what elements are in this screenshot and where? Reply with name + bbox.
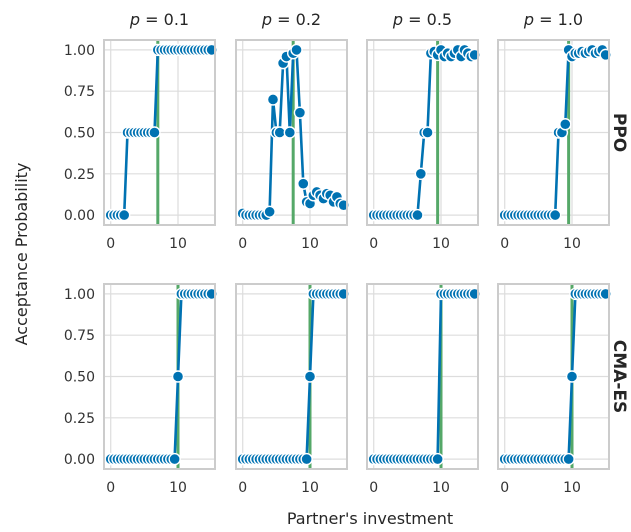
data-point <box>548 208 562 222</box>
y-tick-label: 0.50 <box>64 370 95 386</box>
column-title-3: p = 0.5 <box>392 10 452 29</box>
data-point <box>148 126 161 139</box>
x-tick-label: 0 <box>106 236 115 252</box>
x-axis-title: Partner's investment <box>287 509 453 528</box>
x-tick-label: 10 <box>301 236 319 252</box>
panel-frame <box>497 283 610 470</box>
data-point <box>290 43 303 57</box>
data-point <box>273 126 286 139</box>
data-point <box>303 370 317 383</box>
column-title-p-symbol: p <box>392 10 403 29</box>
panel-frame <box>235 283 348 470</box>
x-tick-label: 10 <box>169 236 187 252</box>
x-tick-label: 10 <box>169 480 187 496</box>
panel-ppo-col-4: 0 10 <box>497 39 612 252</box>
column-title-p-symbol: p <box>523 10 534 29</box>
panel-ppo-col-2: 0 10 <box>235 39 350 252</box>
column-title-p-symbol: p <box>261 10 272 29</box>
panel-frame <box>103 283 216 470</box>
panel-cma-es-col-1: 0 10 0.00 0.25 0.50 0.75 1.00 <box>64 283 218 496</box>
data-point <box>297 177 310 190</box>
data-point <box>263 205 276 218</box>
y-tick-label: 1.00 <box>64 43 95 59</box>
x-tick-label: 0 <box>369 480 378 496</box>
data-point <box>565 370 579 383</box>
y-axis-title: Acceptance Probability <box>12 163 31 346</box>
column-title-4: p = 1.0 <box>523 10 583 29</box>
data-point <box>283 126 297 139</box>
x-tick-label: 0 <box>238 480 247 496</box>
column-title-1: p = 0.1 <box>129 10 189 29</box>
column-title-value: = 0.2 <box>272 10 321 29</box>
x-tick-label: 0 <box>238 236 247 252</box>
panel-cma-es-col-2: 0 10 <box>235 283 350 496</box>
data-point <box>559 118 572 131</box>
data-point <box>171 370 185 383</box>
panel-frame <box>497 39 610 226</box>
panel-frame <box>103 39 216 226</box>
column-title-p-symbol: p <box>129 10 140 29</box>
data-point <box>293 106 307 119</box>
column-title-2: p = 0.2 <box>261 10 321 29</box>
x-tick-label: 0 <box>500 236 509 252</box>
y-tick-label: 0.75 <box>64 84 95 100</box>
panel-frame <box>235 39 348 226</box>
y-tick-label: 0.00 <box>64 452 95 468</box>
row-title-cma-es: CMA-ES <box>609 340 629 413</box>
data-point <box>421 126 434 139</box>
x-tick-label: 0 <box>500 480 509 496</box>
panel-cma-es-col-3: 0 10 <box>366 283 481 496</box>
panel-ppo-col-1: 0 10 0.00 0.25 0.50 0.75 1.00 <box>64 39 218 252</box>
data-point <box>300 452 313 466</box>
x-tick-label: 0 <box>369 236 378 252</box>
data-point <box>411 208 424 222</box>
data-point <box>414 167 428 180</box>
data-point <box>266 93 280 106</box>
y-tick-label: 0.25 <box>64 411 95 427</box>
data-point <box>562 452 575 466</box>
y-tick-label: 0.50 <box>64 126 95 142</box>
x-tick-label: 10 <box>432 480 450 496</box>
y-tick-label: 0.25 <box>64 167 95 183</box>
x-tick-label: 0 <box>106 480 115 496</box>
column-title-value: = 1.0 <box>534 10 583 29</box>
y-tick-label: 0.75 <box>64 328 95 344</box>
x-tick-label: 10 <box>301 480 319 496</box>
row-title-ppo: PPO <box>609 113 629 152</box>
data-point <box>431 452 444 466</box>
x-tick-label: 10 <box>432 236 450 252</box>
column-title-value: = 0.5 <box>403 10 452 29</box>
x-tick-label: 10 <box>563 480 581 496</box>
data-point <box>117 208 131 222</box>
panel-ppo-col-3: 0 10 <box>366 39 481 252</box>
y-tick-label: 1.00 <box>64 287 95 303</box>
y-tick-label: 0.00 <box>64 208 95 224</box>
panel-cma-es-col-4: 0 10 <box>497 283 612 496</box>
x-tick-label: 10 <box>563 236 581 252</box>
panel-frame <box>366 39 479 226</box>
panel-frame <box>366 283 479 470</box>
data-point <box>168 452 181 466</box>
column-title-value: = 0.1 <box>140 10 189 29</box>
